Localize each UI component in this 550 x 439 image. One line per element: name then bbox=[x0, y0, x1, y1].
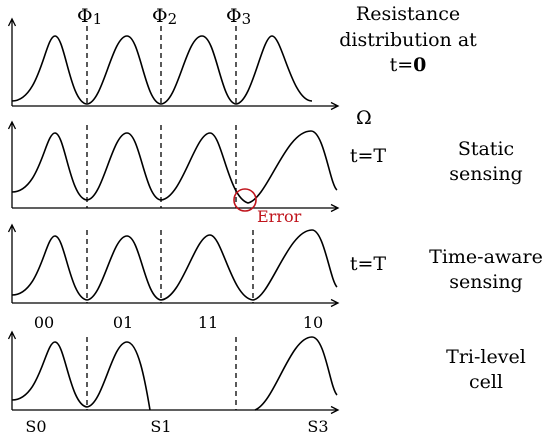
panel-initial-caption-line2: distribution at bbox=[339, 29, 477, 51]
panel-static: Error t=T Static sensing bbox=[7, 120, 523, 226]
threshold-phi2-label: Φ2 bbox=[152, 5, 177, 28]
panel-time-aware-caption-line2: sensing bbox=[449, 271, 522, 293]
panel-static-time-label: t=T bbox=[350, 145, 387, 167]
panel-tri-level-caption-line1: Tri-level bbox=[446, 346, 526, 368]
panel-tri-level: Tri-level cell S0 S1 S3 bbox=[7, 330, 526, 436]
state-label-s3: S3 bbox=[307, 417, 328, 436]
panel-tri-level-caption-line2: cell bbox=[469, 371, 503, 393]
panel-time-aware: t=T Time-aware sensing 00 01 11 10 bbox=[7, 223, 543, 332]
error-circle bbox=[233, 188, 257, 212]
panel-initial-distribution-curve bbox=[11, 35, 313, 105]
panel-time-aware-caption-line1: Time-aware bbox=[429, 246, 543, 268]
panel-initial-caption-line1: Resistance bbox=[356, 3, 460, 25]
state-label-s0: S0 bbox=[25, 417, 46, 436]
panel-initial: Ω Resistance distribution at t=0 bbox=[7, 3, 477, 129]
state-label-00: 00 bbox=[34, 313, 54, 332]
panel-static-caption-line2: sensing bbox=[449, 163, 522, 185]
panel-static-caption-line1: Static bbox=[458, 138, 514, 160]
panel-tri-level-curve-s0-s1 bbox=[11, 341, 151, 411]
axis-ohm-label: Ω bbox=[356, 107, 372, 129]
threshold-phi3-label: Φ3 bbox=[226, 5, 251, 28]
panel-time-aware-time-label: t=T bbox=[350, 253, 387, 275]
state-label-s1: S1 bbox=[150, 417, 171, 436]
panel-time-aware-distribution-curve bbox=[11, 229, 338, 301]
state-label-10: 10 bbox=[303, 313, 323, 332]
panel-tri-level-curve-s3 bbox=[254, 336, 338, 411]
error-label: Error bbox=[257, 207, 302, 226]
threshold-phi1-label: Φ1 bbox=[77, 5, 102, 28]
state-label-11: 11 bbox=[198, 313, 218, 332]
panel-initial-time-label: t=0 bbox=[390, 54, 427, 76]
state-label-01: 01 bbox=[113, 313, 133, 332]
panel-static-distribution-curve bbox=[11, 130, 338, 204]
